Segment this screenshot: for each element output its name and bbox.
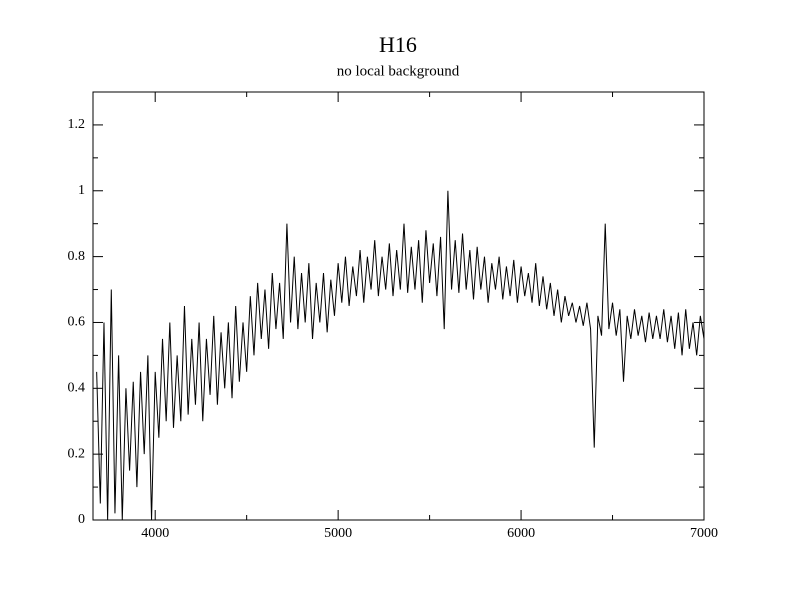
y-tick-label: 0.8 [68,249,86,264]
spectrum-line [96,190,704,520]
x-tick-label: 7000 [690,526,718,541]
y-tick-label: 1.2 [68,117,86,132]
x-tick-label: 4000 [141,526,169,541]
x-tick-label: 5000 [324,526,352,541]
y-tick-label: 0.6 [68,315,86,330]
y-tick-label: 1 [78,183,85,198]
chart-subtitle: no local background [337,63,460,79]
y-tick-label: 0 [78,512,85,527]
chart-title: H16 [379,32,417,57]
plot-frame [92,91,705,521]
y-tick-label: 0.4 [68,381,86,396]
x-tick-label: 6000 [507,526,535,541]
y-tick-label: 0.2 [68,446,86,461]
